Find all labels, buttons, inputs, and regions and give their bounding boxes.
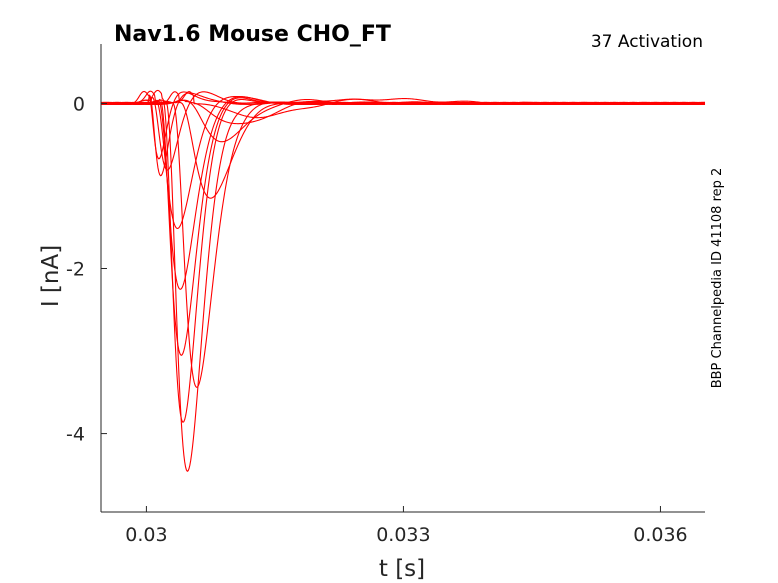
y-tick-label: -2 — [66, 259, 85, 281]
y-tick-label: 0 — [73, 93, 85, 115]
x-axis-label: t [s] — [379, 556, 425, 582]
current-trace — [100, 96, 706, 290]
current-trace — [100, 100, 706, 388]
current-trace — [100, 99, 706, 472]
x-tick-label: 0.033 — [376, 524, 430, 546]
current-trace — [100, 98, 706, 143]
current-trace — [100, 92, 706, 177]
x-tick-label: 0.03 — [125, 524, 167, 546]
y-axis-label: I [nA] — [38, 245, 64, 307]
traces — [100, 89, 706, 472]
current-trace — [100, 90, 706, 230]
current-trace — [100, 91, 706, 119]
current-trace — [100, 90, 706, 160]
current-trace — [100, 98, 706, 125]
x-tick-label: 0.036 — [633, 524, 687, 546]
y-tick-label: -4 — [66, 424, 85, 446]
chart-title: Nav1.6 Mouse CHO_FT — [114, 22, 391, 47]
axes: 0.03 0.033 0.036 0 -2 -4 — [66, 44, 705, 546]
protocol-label: 37 Activation — [591, 32, 703, 52]
side-label: BBP Channelpedia ID 41108 rep 2 — [710, 168, 725, 389]
